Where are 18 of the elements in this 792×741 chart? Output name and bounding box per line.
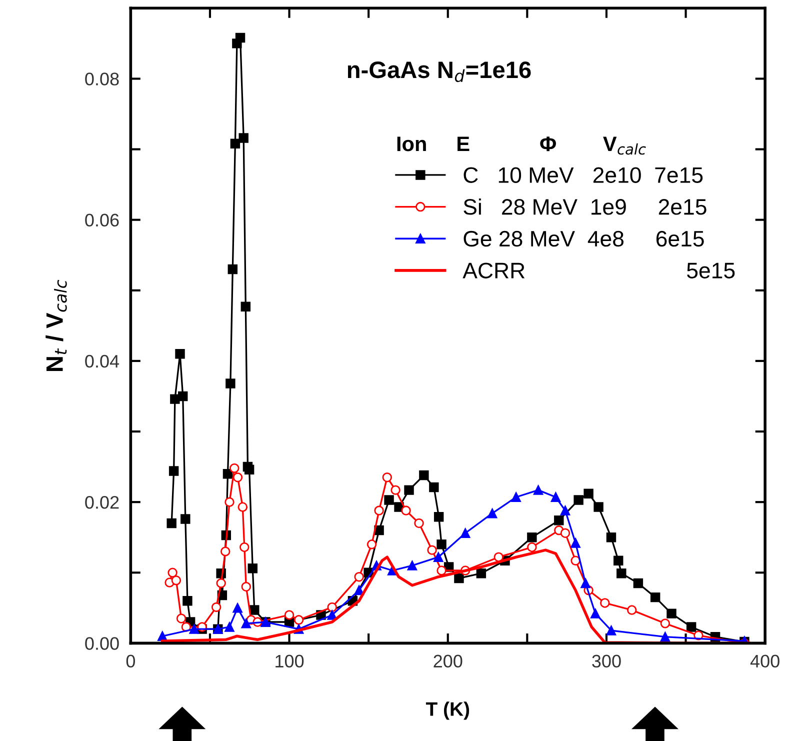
y-tick-label: 0.08 xyxy=(85,72,119,86)
x-tick-label: 100 xyxy=(276,654,304,668)
x-axis-title: T (K) xyxy=(426,702,470,720)
text: n-GaAs N$_{d}$=1e16 xyxy=(348,61,531,82)
x-tick-label: 200 xyxy=(434,654,462,668)
legend-label: Ge 28 MeV 4e8 6e15 xyxy=(464,230,704,247)
legend-label: C 10 MeV 2e10 7e15 xyxy=(464,167,703,183)
legend-label: Si 28 MeV 1e9 2e15 xyxy=(464,198,706,215)
x-tick-label: 400 xyxy=(750,654,780,668)
legend-title: Ion E Φ V$_{calc}$ xyxy=(397,136,646,155)
y-tick-label: 0.04 xyxy=(85,354,120,368)
x-tick-label: 0 xyxy=(126,654,135,668)
y-tick-label: 0.06 xyxy=(85,214,119,227)
y-tick-label: 0.02 xyxy=(85,496,119,509)
x-tick-label: 300 xyxy=(592,654,621,668)
y-tick-label: 0.00 xyxy=(85,637,119,650)
y-axis-title: N$_{t}$ / V$_{calc}$ xyxy=(46,280,67,371)
legend-label: ACRR 5e15 xyxy=(462,262,735,278)
